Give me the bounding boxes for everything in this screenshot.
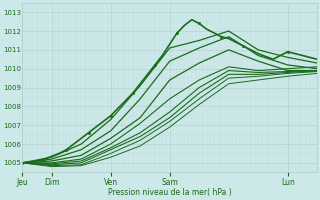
X-axis label: Pression niveau de la mer( hPa ): Pression niveau de la mer( hPa ) bbox=[108, 188, 232, 197]
